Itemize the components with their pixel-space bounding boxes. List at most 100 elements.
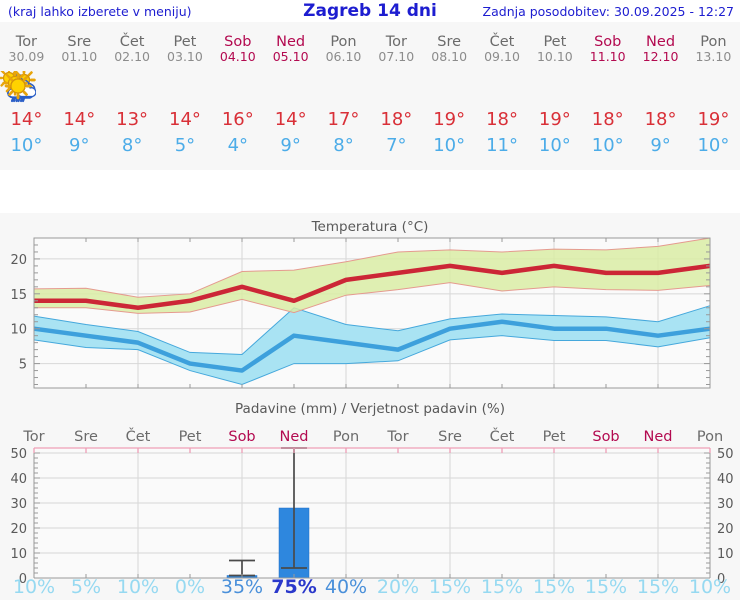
weather-icon-slot: [7, 71, 150, 103]
weather-icon-slot: [4, 71, 467, 103]
day-column: Čet 02.10 13° 8°: [7, 22, 159, 170]
day-column: Sob 04.10 16° 4°: [8, 22, 264, 170]
weather-icon-slot: [0, 71, 309, 103]
precipitation-probability: 15%: [636, 576, 680, 598]
day-name: Čet: [119, 34, 145, 50]
precip-y-tick-label-right: 0: [717, 572, 725, 587]
day-name: Tor: [15, 34, 38, 50]
sunny-icon: [4, 72, 32, 100]
day-date: 13.10: [695, 49, 732, 64]
precip-day-label: Ned: [643, 429, 673, 445]
max-temperature: 18°: [380, 109, 413, 130]
day-date: 05.10: [272, 49, 309, 64]
day-name: Sre: [437, 34, 462, 50]
day-column: Pon 13.10 19° 10°: [4, 22, 740, 170]
precipitation-day-labels: Tor Sre Čet Pet Sob Ned Pon Tor Sre Čet Pet Sob Ned P…: [0, 429, 740, 446]
weather-icon-slot: [4, 71, 626, 103]
precipitation-chart: 0 0 10 10 20 20 30 30 40 40 50 50: [10, 447, 734, 587]
day-column: Pet 10.10 19° 10°: [4, 22, 581, 170]
precipitation-probability: 0%: [174, 576, 206, 598]
min-temperature: 10°: [433, 135, 466, 156]
precip-y-tick-label-left: 10: [10, 547, 27, 562]
min-temperature: 10°: [697, 135, 730, 156]
last-update-label: Zadnja posodobitev: 30.09.2025 - 12:27: [482, 4, 734, 19]
max-temperature: 18°: [644, 109, 677, 130]
min-temperature: 5°: [174, 135, 196, 156]
precip-day-label: Pet: [178, 429, 202, 445]
max-temperature: 19°: [538, 109, 571, 130]
day-date: 09.10: [484, 49, 520, 64]
precip-day-label: Ned: [279, 429, 309, 445]
temp-y-tick-label: 5: [19, 358, 27, 373]
precip-y-tick-label-left: 0: [19, 572, 27, 587]
day-name: Sob: [224, 34, 252, 50]
precip-y-tick-label-right: 50: [717, 447, 734, 462]
precip-y-tick-label-left: 40: [10, 472, 27, 487]
weather-icon-slot: [4, 71, 573, 103]
weather-icon-slot: [8, 71, 256, 103]
min-temperature: 10°: [591, 135, 624, 156]
precip-y-tick-label-right: 10: [717, 547, 734, 562]
max-temperature: 19°: [697, 109, 730, 130]
min-temperature: 9°: [650, 135, 671, 156]
day-date: 04.10: [219, 49, 256, 64]
day-name: Čet: [489, 34, 515, 50]
max-temperature: 14°: [169, 109, 201, 130]
day-column: Čet 09.10 18° 11°: [4, 22, 529, 170]
day-column: Sre 01.10 14° 9°: [7, 22, 106, 170]
precipitation-probability: 35%: [220, 576, 264, 598]
precip-y-tick-label-right: 40: [717, 472, 734, 487]
max-temperature: 14°: [274, 109, 307, 130]
precipitation-probability: 15%: [428, 576, 472, 598]
temp-y-tick-label: 15: [10, 288, 27, 303]
precip-day-label: Sre: [438, 429, 462, 445]
precipitation-chart-title: Padavine (mm) / Verjetnost padavin (%): [235, 401, 505, 417]
day-name: Ned: [646, 34, 676, 50]
day-date: 07.10: [378, 49, 415, 64]
precip-day-label: Pon: [696, 429, 724, 445]
max-temperature: 14°: [63, 109, 96, 130]
max-temperature: 17°: [327, 109, 360, 130]
temp-y-tick-label: 10: [10, 323, 27, 338]
day-name: Tor: [385, 34, 407, 50]
day-name: Pet: [173, 34, 197, 50]
day-column: Sob 11.10 18° 10°: [4, 22, 634, 170]
precipitation-probability: 5%: [70, 576, 102, 598]
precip-day-label: Sob: [228, 429, 256, 445]
precip-day-label: Tor: [23, 429, 45, 445]
precipitation-probability: 10%: [116, 576, 160, 598]
min-temperature: 9°: [280, 135, 301, 156]
day-name: Ned: [276, 34, 306, 50]
precip-day-label: Čet: [125, 429, 151, 445]
precipitation-probability: 40%: [324, 576, 368, 598]
precipitation-probability: 15%: [584, 576, 628, 598]
day-column: Ned 12.10 18° 9°: [4, 22, 687, 170]
day-date: 06.10: [325, 49, 362, 64]
precip-day-label: Čet: [489, 429, 515, 445]
max-temperature: 16°: [221, 109, 254, 130]
max-temperature: 18°: [591, 109, 624, 130]
max-temperature: 14°: [10, 109, 43, 130]
min-temperature: 8°: [333, 135, 354, 156]
precip-day-label: Tor: [387, 429, 409, 445]
day-date: 30.09: [8, 49, 45, 64]
precip-day-label: Pet: [542, 429, 566, 445]
temperature-chart-title: Temperatura (°C): [311, 219, 429, 235]
day-column: Tor 07.10 18° 7°: [2, 22, 423, 170]
weather-icon-slot: [4, 71, 520, 103]
min-temperature: 7°: [386, 135, 407, 156]
day-column: Ned 05.10 14° 9°: [0, 22, 317, 170]
weather-icon-slot: [2, 71, 414, 103]
precip-y-tick-label-right: 20: [717, 522, 734, 537]
weather-icon-slot: [4, 71, 731, 103]
min-temperature: 8°: [121, 135, 143, 156]
min-temperature: 10°: [538, 135, 571, 156]
weather-icon-slot: [7, 71, 97, 103]
precipitation-probability-row: 10% 5% 10% 0% 35% 75% 40% 20% 15% 15% 15% 15% 15% 10%: [0, 577, 740, 599]
day-date: 01.10: [61, 49, 98, 64]
min-temperature: 9°: [69, 135, 90, 156]
location-menu-note: (kraj lahko izberete v meniju): [8, 4, 192, 19]
weather-icon-slot: [4, 71, 203, 103]
min-temperature: 10°: [10, 135, 43, 156]
